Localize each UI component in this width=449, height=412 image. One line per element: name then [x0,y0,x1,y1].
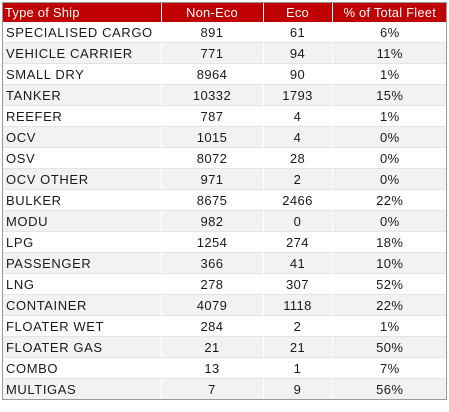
header-percent-total-fleet: % of Total Fleet [332,2,447,22]
cell-eco: 4 [263,105,333,127]
table-row: LPG 1254 274 18% [2,231,447,253]
cell-non-eco: 971 [161,168,264,190]
cell-non-eco: 982 [161,210,264,232]
cell-non-eco: 21 [161,336,264,358]
table-row: VEHICLE CARRIER 771 94 11% [2,42,447,64]
table-row: REEFER 787 4 1% [2,105,447,127]
cell-eco: 274 [263,231,333,253]
cell-eco: 41 [263,252,333,274]
table-row: PASSENGER 366 41 10% [2,252,447,274]
cell-percent-total-fleet: 0% [332,147,447,169]
cell-eco: 2 [263,315,333,337]
cell-type-of-ship: BULKER [2,189,162,211]
cell-type-of-ship: LNG [2,273,162,295]
cell-percent-total-fleet: 15% [332,84,447,106]
cell-type-of-ship: SPECIALISED CARGO [2,22,162,43]
cell-non-eco: 4079 [161,294,264,316]
table-row: OSV 8072 28 0% [2,147,447,169]
cell-percent-total-fleet: 18% [332,231,447,253]
cell-eco: 9 [263,378,333,400]
cell-non-eco: 891 [161,22,264,43]
cell-type-of-ship: PASSENGER [2,252,162,274]
table-row: MODU 982 0 0% [2,210,447,232]
cell-percent-total-fleet: 1% [332,63,447,85]
cell-percent-total-fleet: 6% [332,22,447,43]
cell-eco: 94 [263,42,333,64]
table-row: SPECIALISED CARGO 891 61 6% [2,22,447,43]
cell-percent-total-fleet: 1% [332,105,447,127]
cell-non-eco: 8964 [161,63,264,85]
cell-eco: 2 [263,168,333,190]
cell-type-of-ship: FLOATER GAS [2,336,162,358]
cell-percent-total-fleet: 56% [332,378,447,400]
cell-eco: 2466 [263,189,333,211]
cell-eco: 28 [263,147,333,169]
cell-type-of-ship: OCV [2,126,162,148]
cell-type-of-ship: VEHICLE CARRIER [2,42,162,64]
table-row: CONTAINER 4079 1118 22% [2,294,447,316]
cell-eco: 90 [263,63,333,85]
cell-non-eco: 7 [161,378,264,400]
cell-type-of-ship: TANKER [2,84,162,106]
cell-percent-total-fleet: 11% [332,42,447,64]
table-row: COMBO 13 1 7% [2,357,447,379]
cell-percent-total-fleet: 22% [332,294,447,316]
cell-percent-total-fleet: 1% [332,315,447,337]
cell-type-of-ship: OCV OTHER [2,168,162,190]
cell-eco: 1793 [263,84,333,106]
header-row: Type of Ship Non-Eco Eco % of Total Flee… [2,2,447,22]
cell-type-of-ship: LPG [2,231,162,253]
header-type-of-ship: Type of Ship [2,2,162,22]
cell-non-eco: 8072 [161,147,264,169]
cell-type-of-ship: OSV [2,147,162,169]
cell-non-eco: 787 [161,105,264,127]
cell-type-of-ship: MULTIGAS [2,378,162,400]
table-row: MULTIGAS 7 9 56% [2,378,447,400]
fleet-table-container: Type of Ship Non-Eco Eco % of Total Flee… [2,2,447,400]
table-body: SPECIALISED CARGO 891 61 6% VEHICLE CARRIER 7… [2,22,447,400]
cell-type-of-ship: COMBO [2,357,162,379]
cell-eco: 307 [263,273,333,295]
cell-non-eco: 10332 [161,84,264,106]
cell-percent-total-fleet: 0% [332,210,447,232]
cell-type-of-ship: MODU [2,210,162,232]
table-row: BULKER 8675 2466 22% [2,189,447,211]
cell-eco: 4 [263,126,333,148]
cell-percent-total-fleet: 10% [332,252,447,274]
header-eco: Eco [263,2,333,22]
cell-non-eco: 1254 [161,231,264,253]
cell-type-of-ship: CONTAINER [2,294,162,316]
cell-type-of-ship: REEFER [2,105,162,127]
cell-non-eco: 366 [161,252,264,274]
fleet-table: Type of Ship Non-Eco Eco % of Total Flee… [2,2,447,400]
table-row: TANKER 10332 1793 15% [2,84,447,106]
cell-percent-total-fleet: 50% [332,336,447,358]
table-row: OCV OTHER 971 2 0% [2,168,447,190]
cell-eco: 21 [263,336,333,358]
cell-percent-total-fleet: 22% [332,189,447,211]
cell-type-of-ship: FLOATER WET [2,315,162,337]
cell-eco: 1 [263,357,333,379]
table-row: FLOATER WET 284 2 1% [2,315,447,337]
cell-eco: 0 [263,210,333,232]
cell-percent-total-fleet: 52% [332,273,447,295]
cell-percent-total-fleet: 0% [332,126,447,148]
cell-type-of-ship: SMALL DRY [2,63,162,85]
cell-eco: 61 [263,22,333,43]
table-row: LNG 278 307 52% [2,273,447,295]
cell-non-eco: 278 [161,273,264,295]
cell-non-eco: 13 [161,357,264,379]
cell-non-eco: 8675 [161,189,264,211]
cell-percent-total-fleet: 7% [332,357,447,379]
header-non-eco: Non-Eco [161,2,264,22]
cell-eco: 1118 [263,294,333,316]
table-row: SMALL DRY 8964 90 1% [2,63,447,85]
table-row: FLOATER GAS 21 21 50% [2,336,447,358]
table-row: OCV 1015 4 0% [2,126,447,148]
cell-non-eco: 284 [161,315,264,337]
cell-percent-total-fleet: 0% [332,168,447,190]
cell-non-eco: 1015 [161,126,264,148]
cell-non-eco: 771 [161,42,264,64]
